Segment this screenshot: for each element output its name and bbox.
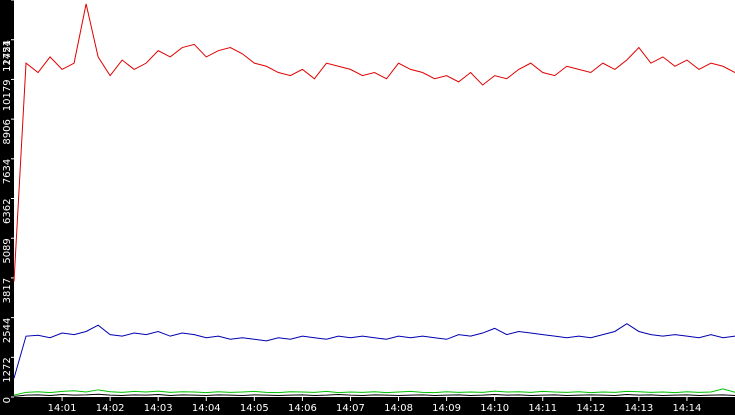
x-tick-label: 14:12 — [576, 403, 605, 414]
x-tick-label: 14:11 — [528, 403, 557, 414]
x-tick-label: 14:06 — [288, 403, 317, 414]
series-line — [13, 323, 735, 379]
x-tick-label: 14:04 — [192, 403, 221, 414]
x-tick-label: 14:05 — [240, 403, 269, 414]
y-tick-label: 7634 — [2, 159, 13, 184]
x-tick-label: 14:02 — [96, 403, 125, 414]
x-tick-label: 14:01 — [48, 403, 77, 414]
y-tick-label: 3817 — [2, 278, 13, 303]
y-tick-label: 1272 — [2, 357, 13, 382]
y-tick-label: 12724 — [2, 40, 13, 72]
y-tick-label: 5089 — [2, 238, 13, 263]
series-line — [13, 388, 735, 396]
y-tick-label: 2544 — [2, 318, 13, 343]
x-tick-label: 14:07 — [336, 403, 365, 414]
y-tick-label: 10179 — [2, 79, 13, 111]
series-line — [13, 393, 735, 397]
x-axis-band — [0, 397, 735, 415]
y-tick-label: 8906 — [2, 119, 13, 144]
x-tick-label: 14:14 — [673, 403, 702, 414]
x-tick-label: 14:09 — [432, 403, 461, 414]
y-tick-label: 0 — [2, 397, 13, 403]
x-tick-label: 14:13 — [624, 403, 653, 414]
x-tick-label: 14:08 — [384, 403, 413, 414]
y-axis-band — [0, 0, 14, 415]
x-tick-label: 14:03 — [144, 403, 173, 414]
x-tick-label: 14:10 — [480, 403, 509, 414]
y-tick-label: 11451 — [2, 40, 13, 72]
series-line — [13, 3, 735, 282]
y-tick-label: 6362 — [2, 199, 13, 224]
